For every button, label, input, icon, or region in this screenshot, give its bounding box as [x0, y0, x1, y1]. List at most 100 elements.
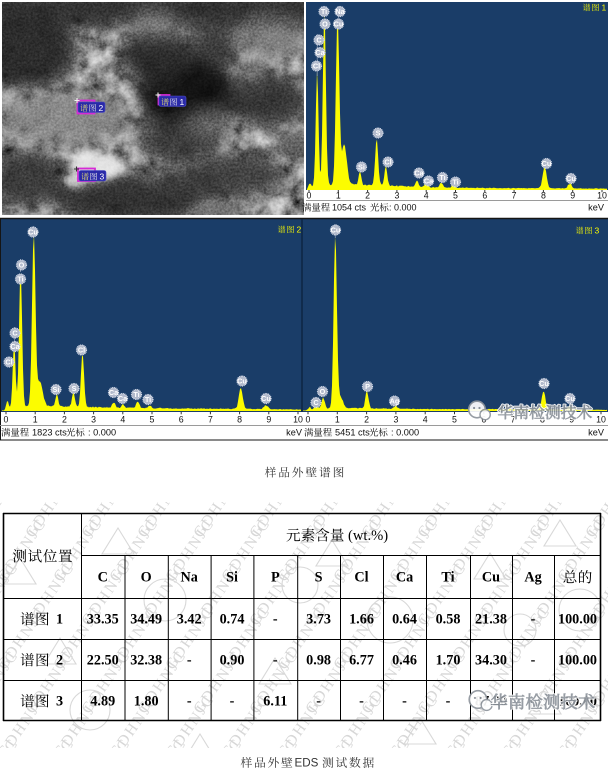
svg-text:7: 7 [208, 415, 213, 425]
svg-text:Cu: Cu [334, 20, 344, 29]
svg-text:Ti: Ti [441, 570, 454, 586]
svg-text:P: P [271, 570, 280, 586]
svg-text:S: S [72, 384, 77, 393]
svg-text:Ca: Ca [118, 394, 128, 403]
svg-text:0.74: 0.74 [220, 612, 245, 628]
svg-text:0: 0 [4, 415, 9, 425]
svg-text:Ca: Ca [315, 48, 325, 57]
svg-text:1: 1 [602, 3, 607, 13]
svg-text:5: 5 [453, 191, 458, 201]
svg-text:O: O [19, 261, 25, 270]
svg-text:1.70: 1.70 [436, 653, 461, 669]
svg-text:100.00: 100.00 [558, 612, 597, 628]
svg-text:: 0.000: : 0.000 [389, 203, 417, 213]
svg-text:C: C [98, 570, 108, 586]
svg-text:9: 9 [266, 415, 271, 425]
svg-text:keV: keV [588, 203, 605, 213]
svg-text:4: 4 [423, 415, 428, 425]
svg-text:0.46: 0.46 [392, 653, 417, 669]
svg-text:6: 6 [179, 415, 184, 425]
svg-text:100.00: 100.00 [558, 653, 597, 669]
svg-text:1.80: 1.80 [134, 694, 159, 710]
svg-text:Cl: Cl [78, 346, 85, 355]
svg-text:Cu: Cu [237, 377, 247, 386]
svg-text:-: - [273, 653, 278, 669]
svg-text:-: - [402, 694, 407, 710]
svg-text:-: - [230, 694, 235, 710]
svg-text:3.42: 3.42 [177, 612, 202, 628]
svg-text:2: 2 [56, 653, 63, 669]
svg-text:7: 7 [511, 415, 516, 425]
svg-text:2: 2 [62, 415, 67, 425]
svg-text:keV: keV [286, 428, 303, 438]
svg-text:Cu: Cu [565, 394, 575, 403]
svg-text:Cu: Cu [566, 174, 576, 183]
svg-text:6.77: 6.77 [349, 653, 374, 669]
svg-text:21.38: 21.38 [475, 612, 507, 628]
svg-text:Ag: Ag [524, 570, 541, 586]
svg-text:Ca: Ca [414, 169, 424, 178]
svg-text:Cu: Cu [331, 226, 341, 235]
svg-text:2: 2 [364, 415, 369, 425]
svg-text:Si: Si [358, 163, 365, 172]
svg-text:1.66: 1.66 [349, 612, 374, 628]
svg-text:0: 0 [306, 415, 311, 425]
svg-text:O: O [320, 387, 326, 396]
svg-text:4: 4 [120, 415, 125, 425]
svg-text:8: 8 [541, 191, 546, 201]
svg-text:1054 cts: 1054 cts [332, 203, 367, 213]
svg-text:Ti: Ti [145, 395, 151, 404]
svg-text:1: 1 [335, 415, 340, 425]
svg-text:32.38: 32.38 [130, 653, 162, 669]
svg-text:8: 8 [237, 415, 242, 425]
svg-text:Ti: Ti [17, 275, 23, 284]
svg-text:1: 1 [336, 191, 341, 201]
svg-text:3.73: 3.73 [306, 612, 331, 628]
svg-text:Ti: Ti [321, 7, 327, 16]
svg-text:S: S [376, 129, 381, 138]
svg-text:5: 5 [150, 415, 155, 425]
svg-text:C: C [12, 329, 18, 338]
svg-text:Cu: Cu [482, 570, 500, 586]
svg-text:0.98: 0.98 [306, 653, 331, 669]
svg-text:3: 3 [393, 415, 398, 425]
svg-text:9: 9 [569, 415, 574, 425]
svg-text:9: 9 [570, 191, 575, 201]
svg-text:1: 1 [180, 97, 185, 107]
svg-text:Si: Si [226, 570, 238, 586]
svg-text:C: C [313, 398, 319, 407]
svg-text:-: - [446, 694, 451, 710]
svg-text:3: 3 [56, 694, 63, 710]
svg-text:EDS: EDS [295, 757, 319, 770]
svg-text:10: 10 [293, 415, 303, 425]
svg-text:O: O [322, 20, 328, 29]
svg-text:2: 2 [99, 103, 104, 113]
svg-text:2: 2 [297, 225, 302, 235]
svg-text:6: 6 [482, 191, 487, 201]
svg-text:Cl: Cl [313, 62, 320, 71]
svg-text:-: - [187, 653, 192, 669]
svg-text:5: 5 [452, 415, 457, 425]
svg-text:Si: Si [53, 385, 60, 394]
svg-text:C: C [316, 36, 322, 45]
svg-text:Ti: Ti [452, 178, 458, 187]
svg-text:7: 7 [512, 191, 517, 201]
svg-text:-: - [359, 694, 364, 710]
svg-text:Cl: Cl [384, 158, 391, 167]
svg-text:Ca: Ca [396, 570, 413, 586]
svg-text:Cu: Cu [542, 159, 552, 168]
svg-text:6.11: 6.11 [263, 694, 287, 710]
svg-text:3: 3 [100, 172, 105, 182]
svg-text:-: - [273, 612, 278, 628]
svg-text:O: O [141, 570, 152, 586]
svg-text:Ti: Ti [133, 390, 139, 399]
svg-text:Cu: Cu [539, 379, 549, 388]
svg-text:0: 0 [307, 191, 312, 201]
svg-text:3: 3 [91, 415, 96, 425]
svg-text:34.30: 34.30 [475, 653, 507, 669]
svg-text:Ca: Ca [109, 388, 119, 397]
svg-text:P: P [365, 382, 370, 391]
svg-text:Na: Na [335, 7, 345, 16]
svg-text:Na: Na [181, 570, 198, 586]
svg-text:: 0.000: : 0.000 [88, 428, 116, 438]
